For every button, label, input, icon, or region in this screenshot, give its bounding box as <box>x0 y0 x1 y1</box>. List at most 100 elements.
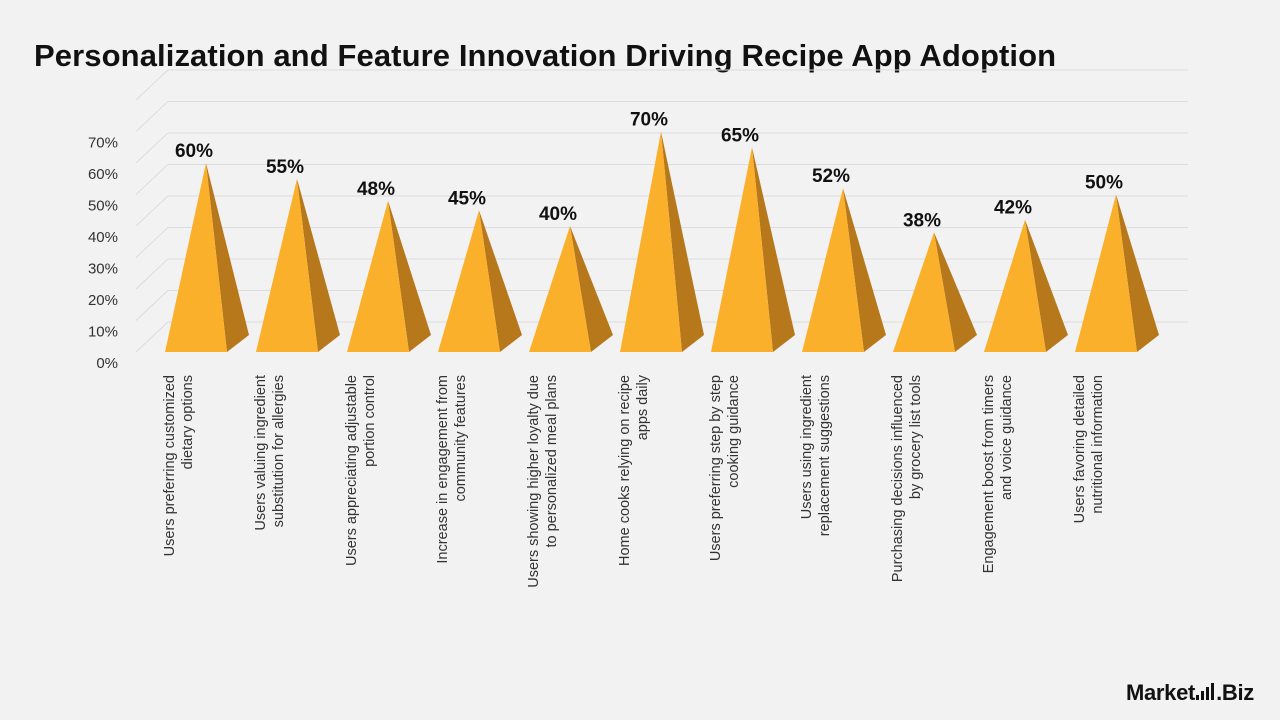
pyramid-front-face <box>711 147 773 352</box>
x-category-label-line: Users showing higher loyalty due <box>526 375 542 588</box>
chart-title: Personalization and Feature Innovation D… <box>34 38 1057 73</box>
x-category-label-line: community features <box>453 375 469 502</box>
x-category-label-line: Engagement boost from timers <box>981 375 997 573</box>
y-tick-label: 30% <box>88 261 118 278</box>
pyramid-side-face <box>843 188 886 352</box>
x-category-label: Users showing higher loyalty due to perso… <box>526 375 560 588</box>
pyramid-side-face <box>297 178 340 352</box>
y-tick-label: 50% <box>88 198 118 215</box>
data-label: 38% <box>903 210 941 231</box>
data-label: 55% <box>266 157 304 178</box>
x-category-label-line: Users using ingredient <box>799 375 815 519</box>
gridline-diagonal <box>135 164 169 195</box>
data-label: 50% <box>1085 173 1123 194</box>
x-category-label-line: Increase in engagement from <box>435 375 451 564</box>
bar-chart-icon <box>1196 683 1215 700</box>
x-category-label-line: Users favoring detailed <box>1072 375 1088 523</box>
gridline-diagonal <box>135 321 169 353</box>
gridline-diagonal <box>135 195 169 227</box>
pyramid-bar <box>711 147 795 352</box>
y-tick-label: 0% <box>96 355 118 372</box>
gridline-diagonal <box>135 227 169 258</box>
x-category-label: Users preferring step by step cooking gui… <box>708 375 742 561</box>
data-label: 70% <box>630 110 668 131</box>
x-category-label-line: cooking guidance <box>726 375 742 488</box>
x-category-label: Users favoring detailed nutritional infor… <box>1072 375 1106 523</box>
pyramid-side-face <box>479 210 522 352</box>
gridline-diagonal <box>135 290 169 321</box>
y-tick-label: 20% <box>88 292 118 309</box>
pyramid-bar <box>984 219 1068 352</box>
gridline-diagonal <box>135 258 169 290</box>
x-category-label: Users preferring customized dietary optio… <box>162 375 196 556</box>
pyramid-bar <box>1075 194 1159 352</box>
pyramid-front-face <box>893 232 955 352</box>
x-category-label: Increase in engagement from community fea… <box>435 375 469 564</box>
pyramid-bar <box>165 163 249 352</box>
pyramid-side-face <box>1116 194 1159 352</box>
x-category-label: Users valuing ingredient substitution for… <box>253 375 287 531</box>
data-label: 52% <box>812 166 850 187</box>
pyramid-front-face <box>802 188 864 352</box>
x-category-label-line: nutritional information <box>1090 375 1106 514</box>
x-category-label: Engagement boost from timers and voice gu… <box>981 375 1015 573</box>
data-label: 48% <box>357 179 395 200</box>
x-category-label-line: dietary options <box>180 375 196 469</box>
x-category-label: Home cooks relying on recipe apps daily <box>617 374 651 566</box>
x-category-label-line: by grocery list tools <box>908 375 924 499</box>
pyramid-front-face <box>165 163 227 352</box>
y-axis-tick-labels: 0% 10% 20% 30% 40% 50% 60% 70% <box>88 135 118 373</box>
gridline <box>135 101 1188 132</box>
pyramid-front-face <box>529 226 591 352</box>
pyramid-bars <box>165 131 1159 352</box>
brand-name: Market <box>1125 680 1196 705</box>
x-category-label-line: to personalized meal plans <box>544 375 560 548</box>
data-label: 60% <box>175 141 213 162</box>
data-labels: 60% 55% 48% 45% 40% 70% 65% 52% 38% 42% 50% <box>175 110 1123 232</box>
y-tick-label: 60% <box>88 166 118 183</box>
gridline-diagonal <box>135 69 169 101</box>
gridline <box>135 132 1188 164</box>
data-label: 40% <box>539 204 577 225</box>
pyramid-front-face <box>620 131 682 352</box>
y-tick-label: 70% <box>88 135 118 152</box>
x-category-label-line: Purchasing decisions influenced <box>890 375 906 582</box>
pyramid-side-face <box>661 131 704 352</box>
pyramid-front-face <box>256 178 318 352</box>
x-category-label-line: and voice guidance <box>999 375 1015 500</box>
y-tick-label: 10% <box>88 324 118 341</box>
pyramid-side-face <box>752 147 795 352</box>
y-tick-label: 40% <box>88 229 118 246</box>
x-category-label-line: Users appreciating adjustable <box>344 375 360 566</box>
pyramid-side-face <box>388 200 431 352</box>
pyramid-side-face <box>934 232 977 352</box>
x-category-label-line: replacement suggestions <box>817 375 833 536</box>
pyramid-side-face <box>1025 219 1068 352</box>
data-label: 42% <box>994 198 1032 219</box>
pyramid-bar <box>438 210 522 352</box>
pyramid-bar <box>893 232 977 352</box>
x-category-label-line: Users preferring step by step <box>708 375 724 561</box>
pyramid-side-face <box>570 226 613 352</box>
x-category-label-line: Users valuing ingredient <box>253 375 269 531</box>
pyramid-side-face <box>206 163 249 352</box>
data-label: 45% <box>448 188 486 209</box>
gridline <box>135 69 1188 101</box>
x-category-label-line: Users preferring customized <box>162 375 178 556</box>
pyramid-bar <box>529 226 613 352</box>
x-category-label-line: substitution for allergies <box>271 375 287 527</box>
x-category-label: Users appreciating adjustable portion con… <box>344 375 378 566</box>
pyramid-front-face <box>984 219 1046 352</box>
x-category-label-line: portion control <box>362 375 378 467</box>
brand-suffix: .Biz <box>1216 680 1254 705</box>
pyramid-bar <box>347 200 431 352</box>
pyramid-front-face <box>347 200 409 352</box>
x-category-label: Purchasing decisions influenced by grocer… <box>890 375 924 582</box>
pyramid-front-face <box>1075 194 1137 352</box>
x-category-label-line: apps daily <box>635 374 651 440</box>
gridline <box>135 164 1188 195</box>
brand-logo: Market .Biz <box>1126 680 1254 706</box>
gridline-diagonal <box>135 132 169 164</box>
data-label: 65% <box>721 125 759 146</box>
pyramid-bar <box>802 188 886 352</box>
